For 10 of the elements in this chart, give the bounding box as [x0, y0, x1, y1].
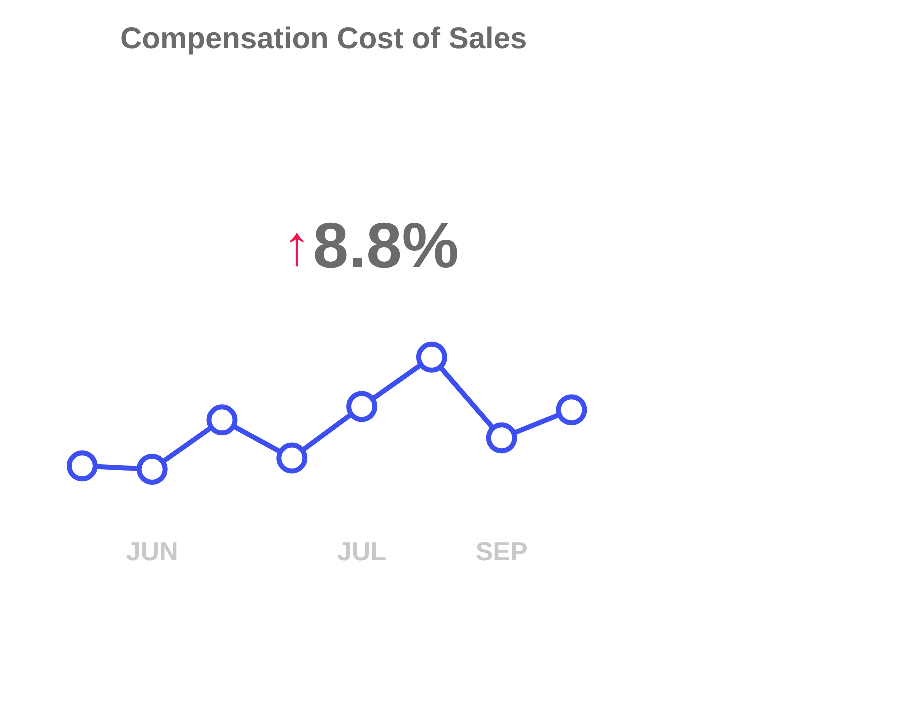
point — [346, 391, 378, 422]
point — [416, 342, 448, 373]
chart-title: Compensation Cost of Sales — [120, 22, 528, 56]
point — [206, 404, 238, 436]
text: ↑8.8% — [283, 209, 459, 282]
point — [486, 422, 518, 454]
point — [276, 442, 308, 474]
point — [136, 454, 168, 485]
point — [556, 394, 588, 426]
point — [66, 450, 98, 482]
